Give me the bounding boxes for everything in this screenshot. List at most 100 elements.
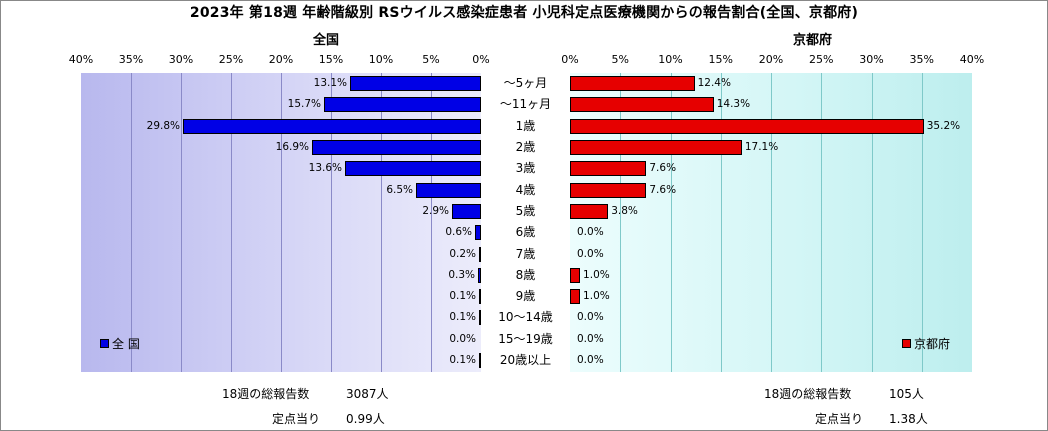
national-tick-label: 35%: [118, 53, 144, 66]
national-bar: [478, 267, 481, 283]
kyoto-tick-label: 0%: [561, 53, 579, 66]
national-bar: [479, 353, 481, 369]
national-bar: [416, 182, 481, 198]
national-value-label: 0.0%: [449, 332, 476, 345]
national-bar: [479, 289, 481, 305]
kyoto-tick-label: 25%: [809, 53, 834, 66]
kyoto-gridline: [720, 73, 722, 372]
national-per-value: 0.99人: [346, 412, 385, 426]
national-tick-label: 25%: [218, 53, 244, 66]
kyoto-value-label: 0.0%: [577, 354, 604, 367]
kyoto-bar: [570, 76, 695, 92]
national-tick-label: 0%: [472, 53, 490, 66]
kyoto-bar: [570, 289, 581, 305]
national-tick-label: 30%: [168, 53, 194, 66]
national-tick-label: 15%: [318, 53, 344, 66]
kyoto-value-label: 7.6%: [649, 162, 677, 175]
national-value-label: 0.2%: [449, 247, 476, 260]
national-tick-label: 20%: [268, 53, 294, 66]
kyoto-gridline: [670, 73, 672, 372]
national-value-label: 29.8%: [146, 119, 180, 132]
kyoto-legend-label: 京都府: [914, 337, 951, 351]
kyoto-legend-swatch: [902, 339, 911, 348]
national-tick-label: 5%: [422, 53, 440, 66]
national-gridline: [131, 73, 132, 372]
national-gridline: [331, 73, 332, 372]
kyoto-value-label: 35.2%: [926, 119, 961, 132]
national-value-label: 15.7%: [287, 98, 321, 111]
kyoto-bar: [570, 118, 924, 134]
age-category-label: 5歳: [515, 203, 536, 218]
kyoto-bar: [570, 140, 742, 156]
kyoto-tick-label: 5%: [611, 53, 629, 66]
national-bar: [324, 97, 481, 113]
national-bar: [479, 246, 481, 262]
kyoto-gridline: [620, 73, 622, 372]
kyoto-value-label: 0.0%: [577, 311, 604, 324]
age-category-label: 10～14歳: [498, 310, 553, 325]
kyoto-bar: [570, 267, 581, 283]
national-legend-swatch: [100, 339, 109, 348]
kyoto-tick-label: 15%: [708, 53, 733, 66]
national-value-label: 13.1%: [313, 77, 347, 90]
kyoto-value-label: 1.0%: [583, 290, 610, 303]
age-category-label: 9歳: [515, 289, 536, 304]
kyoto-value-label: 17.1%: [744, 141, 779, 154]
national-bar: [350, 76, 481, 92]
national-tick-label: 40%: [68, 53, 94, 66]
age-category-label: 6歳: [515, 225, 536, 240]
national-plot-area: [81, 73, 481, 372]
kyoto-panel-title: 京都府: [793, 33, 833, 48]
national-value-label: 2.9%: [422, 204, 449, 217]
national-per-label: 定点当り: [272, 412, 321, 426]
kyoto-reports-label: 18週の総報告数: [764, 387, 852, 401]
kyoto-value-label: 12.4%: [697, 77, 731, 90]
national-value-label: 13.6%: [308, 162, 342, 175]
kyoto-plot-area: [570, 73, 972, 372]
national-value-label: 0.3%: [448, 268, 475, 281]
kyoto-tick-label: 35%: [909, 53, 934, 66]
national-reports-value: 3087人: [346, 387, 389, 401]
age-category-label: ～11ヶ月: [499, 97, 552, 112]
kyoto-gridline: [871, 73, 873, 372]
age-category-label: 2歳: [515, 140, 536, 155]
kyoto-bar: [570, 161, 647, 177]
kyoto-value-label: 0.0%: [577, 247, 604, 260]
kyoto-value-label: 1.0%: [583, 268, 610, 281]
national-tick-label: 10%: [368, 53, 394, 66]
kyoto-value-label: 14.3%: [716, 98, 751, 111]
kyoto-per-label: 定点当り: [815, 412, 864, 426]
national-gridline: [381, 73, 382, 372]
national-bar: [345, 161, 481, 177]
national-bar: [183, 118, 481, 134]
kyoto-bar: [570, 97, 714, 113]
kyoto-value-label: 7.6%: [649, 183, 677, 196]
national-value-label: 16.9%: [275, 141, 309, 154]
national-reports-label: 18週の総報告数: [222, 387, 310, 401]
kyoto-value-label: 0.0%: [577, 332, 604, 345]
age-category-label: 8歳: [515, 267, 536, 282]
kyoto-tick-label: 40%: [959, 53, 985, 66]
kyoto-gridline: [821, 73, 823, 372]
kyoto-per-value: 1.38人: [889, 412, 928, 426]
national-value-label: 0.1%: [449, 311, 476, 324]
kyoto-gridline: [771, 73, 772, 372]
national-gridline: [281, 73, 282, 372]
chart-title: 2023年 第18週 年齢階級別 RSウイルス感染症患者 小児科定点医療機関から…: [189, 5, 859, 21]
age-category-label: 3歳: [515, 161, 536, 176]
national-gridline: [231, 73, 232, 372]
national-value-label: 6.5%: [386, 183, 413, 196]
age-category-label: 7歳: [515, 246, 536, 261]
age-category-label: 20歳以上: [499, 353, 552, 368]
kyoto-legend: 京都府: [902, 335, 950, 352]
kyoto-reports-value: 105人: [889, 387, 924, 401]
kyoto-bar: [570, 203, 609, 219]
national-bar: [475, 225, 481, 241]
kyoto-value-label: 0.0%: [577, 226, 604, 239]
kyoto-gridline: [921, 73, 923, 372]
national-value-label: 0.1%: [449, 354, 476, 367]
age-category-label: 4歳: [515, 182, 536, 197]
age-category-label: 1歳: [515, 118, 536, 133]
national-bar: [479, 310, 481, 326]
national-bar: [312, 140, 481, 156]
